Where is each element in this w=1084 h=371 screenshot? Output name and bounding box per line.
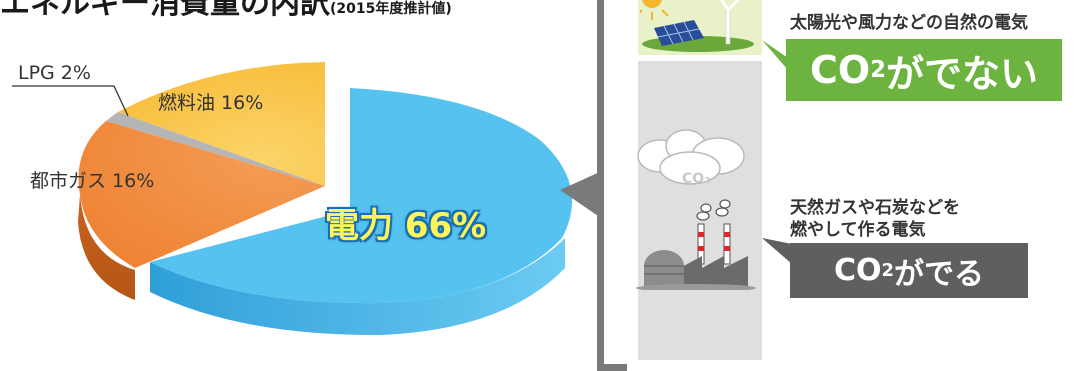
factory-icon [636,223,756,290]
renewable-caption: 太陽光や風力などの自然の電気 [790,13,1028,33]
label-city-gas: 都市ガス 16% [30,170,155,192]
cloud-co2-text: CO₂ [682,171,710,187]
pie-slice-electric [150,88,573,304]
title-text: エネルギー消費量の内訳 [0,0,330,21]
pie-slice-city-gas [78,121,325,268]
lpg-leader-line [12,85,129,117]
label-lpg: LPG 2% [18,62,91,84]
fossil-illustration: CO₂ [636,129,756,290]
no-co2-badge-tail: がでない [886,51,1039,96]
solar-panel-icon [654,20,704,46]
co2-badge-sub: 2 [881,260,895,281]
pie-slice-city-gas-side [78,195,135,300]
page-title: エネルギー消費量の内訳(2015年度推計値) [0,0,452,22]
wind-turbine-icon [719,0,741,45]
cloud-icon [637,129,745,185]
renewable-illustration [640,0,754,52]
bracket-bottom [597,364,627,371]
pie-slice-fuel-oil [118,62,325,186]
fossil-caption-line1: 天然ガスや石炭などを [790,198,960,218]
fossil-pointer [762,238,792,264]
smoke-icon [696,199,731,221]
panel-divider [638,55,762,61]
label-electric: 電力 66% [325,206,487,246]
co2-badge: CO 2 がでる [790,243,1028,298]
pie-slice-electric-side [150,238,565,336]
sun-icon [642,0,662,8]
bracket-arrow [560,170,604,220]
co2-badge-main: CO [833,253,882,288]
no-co2-badge-sub: 2 [870,57,887,83]
energy-pie-chart [12,62,573,336]
renewable-pointer [762,40,788,70]
fossil-caption-line2: 燃やして作る電気 [790,220,926,240]
pie-slice-lpg [106,112,325,186]
no-co2-badge-main: CO [809,48,871,92]
co2-badge-tail: がでる [894,256,985,292]
no-co2-badge: CO 2 がでない [786,39,1062,101]
label-fuel-oil: 燃料油 16% [158,92,264,114]
title-note: (2015年度推計値) [330,1,452,17]
